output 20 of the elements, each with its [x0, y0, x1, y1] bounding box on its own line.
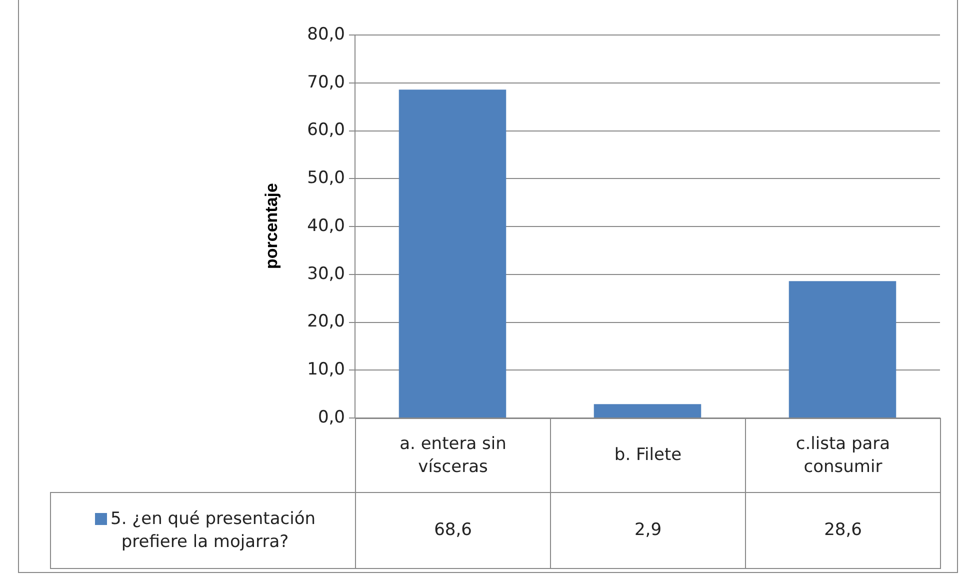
x-tick-label: b. Filete: [614, 444, 682, 467]
y-tick-label: 20,0: [307, 312, 345, 332]
y-tick-label: 0,0: [318, 407, 345, 428]
bar: [594, 404, 702, 418]
y-tick-label: 10,0: [307, 360, 345, 380]
x-tick-label: c.lista para consumir: [794, 432, 892, 478]
bar: [398, 90, 506, 418]
y-tick-label: 60,0: [307, 120, 345, 140]
data-label: 68,6: [434, 519, 472, 542]
y-tick-label: 40,0: [307, 216, 345, 236]
legend-label: 5. ¿en qué presentación prefiere la mojarra?: [110, 508, 316, 552]
y-tick-label: 50,0: [307, 168, 345, 188]
y-tick-label: 80,0: [307, 24, 345, 44]
data-label: 28,6: [824, 519, 862, 542]
x-tick-label: a. entera sin vísceras: [398, 432, 508, 478]
y-axis-title: porcentaje: [262, 183, 282, 269]
y-tick-label: 70,0: [307, 72, 345, 92]
bar: [788, 281, 896, 418]
y-tick-label: 30,0: [307, 264, 345, 284]
data-label: 2,9: [634, 519, 662, 542]
